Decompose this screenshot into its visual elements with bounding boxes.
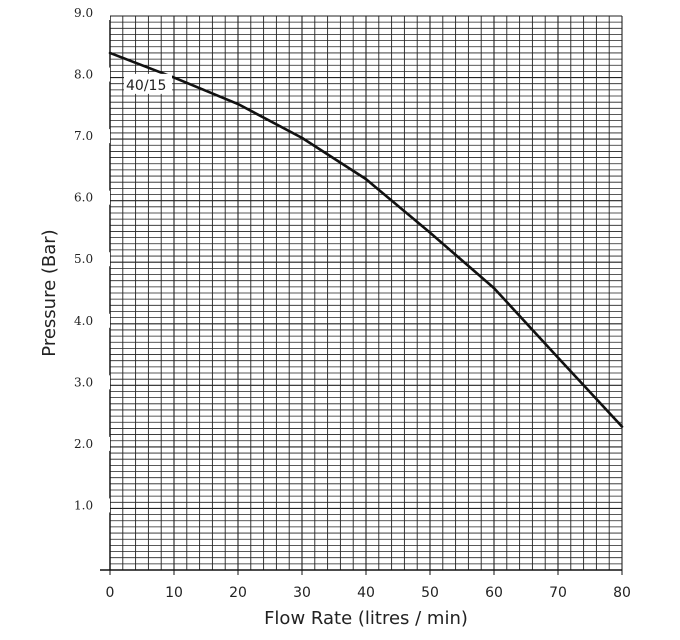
y-tick-label: 6.0 [74,191,93,205]
y-tick-backing [72,129,110,144]
x-tick-label: 0 [106,585,115,601]
x-tick-label: 10 [165,585,183,601]
y-tick-backing [72,313,110,328]
x-tick-label: 80 [613,585,631,601]
y-axis-title: Pressure (Bar) [39,229,60,356]
y-tick-label: 2.0 [74,437,93,451]
y-tick-label: 7.0 [74,129,93,143]
axes [100,16,623,575]
series-layer: 40/15 [108,51,624,428]
tick-labels: 0 10 20 30 40 50 60 70 80 1.0 2.0 3.0 4.0 5.0 6.0 7.0 8.… [72,6,631,601]
y-tick-backing [72,436,110,451]
x-tick-label: 50 [421,585,439,601]
y-tick-backing [72,498,110,513]
x-tick-label: 20 [229,585,247,601]
y-tick-label: 5.0 [74,252,93,266]
x-tick-label: 30 [293,585,311,601]
y-tick-label: 8.0 [74,68,93,82]
x-tick-label: 60 [485,585,503,601]
y-tick-backing [72,375,110,390]
grid [109,15,623,571]
y-tick-label: 4.0 [74,314,93,328]
y-tick-backing [72,67,110,82]
x-axis-title: Flow Rate (litres / min) [264,608,468,629]
series-label: 40/15 [126,78,166,94]
series-label-backing [124,73,172,94]
y-tick-backing [72,6,110,20]
y-tick-label: 1.0 [74,498,93,512]
x-tick-label: 70 [549,585,567,601]
y-tick-label: 3.0 [74,375,93,389]
y-tick-label: 9.0 [74,6,93,20]
y-tick-backing [72,190,110,205]
x-tick-label: 40 [357,585,375,601]
y-tick-backing [72,252,110,267]
